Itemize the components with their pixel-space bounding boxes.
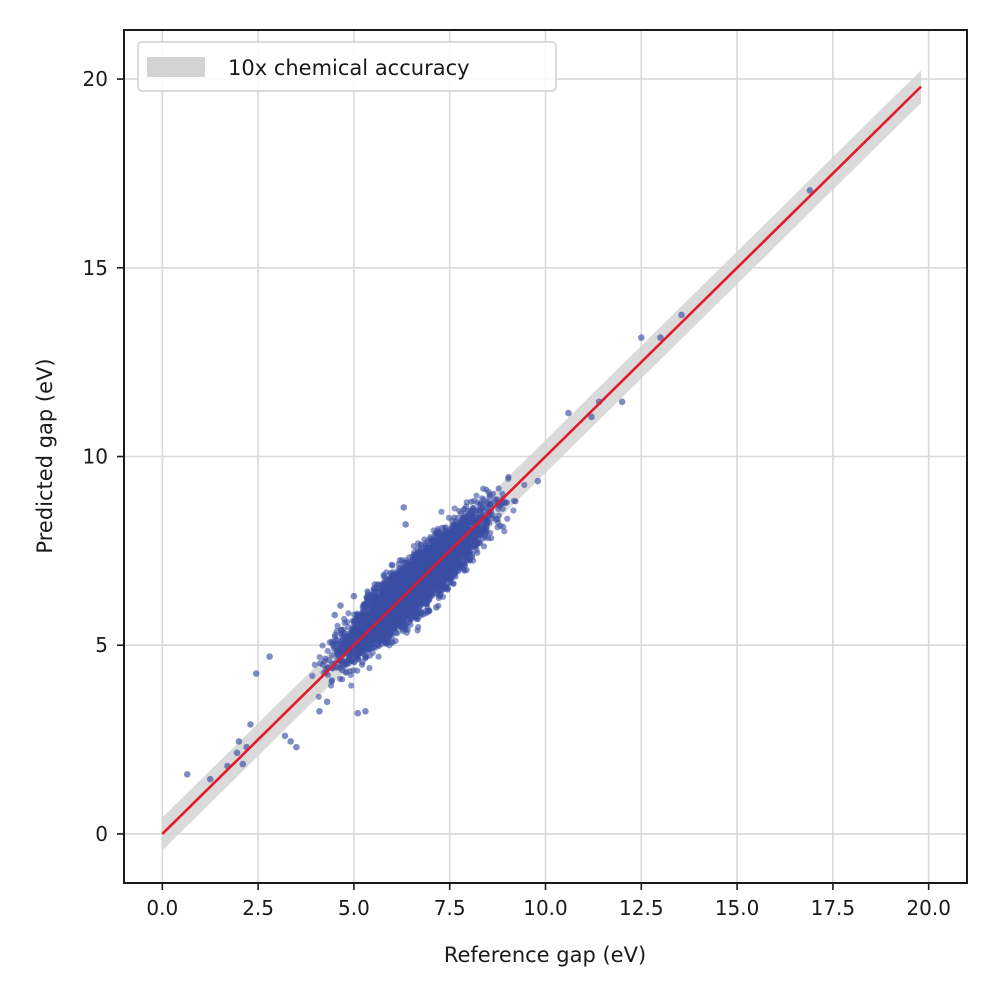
scatter-point [475, 531, 483, 538]
scatter-point [350, 667, 357, 674]
scatter-point [343, 668, 350, 675]
scatter-point [334, 622, 341, 629]
scatter-point [502, 499, 509, 507]
scatter-point [328, 652, 336, 659]
scatter-point [414, 627, 421, 634]
scatter-point [333, 628, 340, 635]
scatter-point [467, 516, 474, 523]
scatter-point [335, 640, 342, 647]
scatter-point [438, 508, 445, 515]
scatter-point [461, 567, 468, 574]
scatter-point [495, 505, 502, 513]
scatter-point [484, 500, 492, 507]
scatter-point [325, 657, 332, 664]
scatter-point [316, 654, 323, 661]
scatter-point [495, 485, 502, 492]
scatter-point [489, 515, 496, 522]
scatter-point [521, 481, 528, 489]
scatter-point [402, 612, 409, 619]
scatter-point [404, 626, 411, 633]
scatter-point [486, 493, 493, 501]
scatter-point [497, 522, 504, 530]
scatter-point [311, 661, 318, 668]
scatter-point [504, 515, 511, 522]
scatter-point [319, 642, 326, 649]
scatter-points [183, 187, 814, 783]
scatter-point [397, 619, 404, 626]
scatter-point [480, 485, 487, 492]
scatter-point [363, 653, 370, 660]
scatter-point [341, 630, 349, 637]
scatter-point [328, 678, 335, 685]
scatter-point [461, 562, 468, 569]
scatter-point [359, 643, 366, 650]
scatter-point [315, 693, 322, 700]
scatter-point [505, 475, 512, 482]
scatter-point [467, 548, 474, 555]
scatter-point [380, 571, 387, 578]
scatter-point [309, 672, 316, 679]
scatter-point [346, 653, 353, 660]
scatter-point [424, 538, 431, 545]
scatter-point [392, 637, 399, 645]
scatter-point [435, 594, 442, 602]
scatter-point [344, 618, 351, 626]
scatter-point [413, 615, 420, 623]
scatter-point [366, 665, 373, 672]
scatter-point [416, 608, 423, 615]
scatter-point [472, 508, 479, 515]
scatter-point [348, 682, 355, 689]
scatter-point [414, 540, 422, 547]
scatter-point [510, 497, 518, 505]
scatter-point [364, 645, 371, 653]
scatter-point [473, 492, 480, 499]
scatter-point [375, 653, 382, 660]
scatter-point [499, 490, 506, 497]
scatter-point [330, 639, 337, 646]
scatter-point [470, 497, 478, 505]
scatter-point [510, 507, 517, 514]
scatter-point [443, 540, 450, 547]
scatter-point [345, 610, 352, 617]
scatter-point [425, 607, 432, 614]
scatter-point [466, 557, 473, 564]
scatter-point [473, 514, 481, 522]
scatter-point [369, 649, 376, 656]
scatter-point [463, 503, 470, 510]
scatter-point [383, 640, 390, 648]
scatter-point [474, 549, 481, 556]
scatter-point [430, 538, 437, 545]
scatter-point [397, 611, 404, 618]
scatter-point [451, 505, 458, 512]
scatter-point [336, 675, 344, 682]
scatter-point [390, 624, 397, 631]
scatter-point [449, 580, 457, 587]
scatter-point [339, 636, 346, 643]
